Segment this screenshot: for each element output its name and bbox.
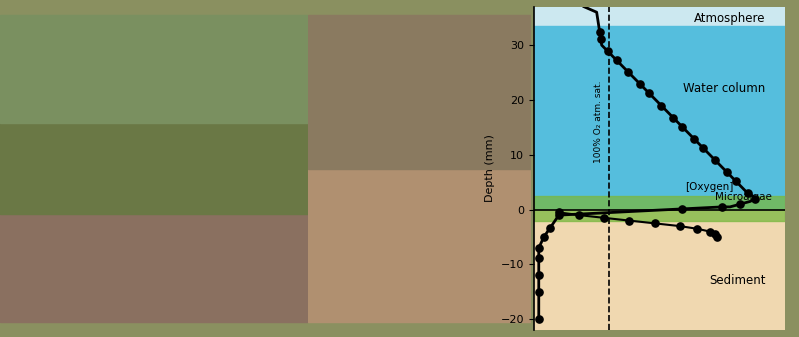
Point xyxy=(711,234,724,240)
Point xyxy=(553,210,566,215)
Point xyxy=(704,229,717,234)
Point xyxy=(544,225,557,230)
Point xyxy=(594,29,606,35)
Point xyxy=(655,103,668,108)
Point xyxy=(729,178,742,184)
Bar xyxy=(534,7,785,26)
Text: Sediment: Sediment xyxy=(709,274,765,287)
Y-axis label: Depth (mm): Depth (mm) xyxy=(485,134,495,203)
Bar xyxy=(534,210,785,330)
Point xyxy=(667,115,680,120)
Bar xyxy=(0,15,308,123)
Point xyxy=(622,70,635,75)
Point xyxy=(709,232,721,237)
Point xyxy=(598,215,610,220)
Point xyxy=(573,212,586,218)
Point xyxy=(643,91,656,96)
Text: Atmosphere: Atmosphere xyxy=(694,12,765,25)
Point xyxy=(733,202,746,207)
Point xyxy=(532,289,545,295)
Point xyxy=(553,212,566,218)
Point xyxy=(709,157,721,163)
Point xyxy=(538,234,551,240)
Text: Water column: Water column xyxy=(683,83,765,95)
Text: [Oxygen]: [Oxygen] xyxy=(685,182,733,192)
Point xyxy=(675,206,688,212)
Bar xyxy=(308,168,531,322)
Bar xyxy=(534,26,785,210)
Point xyxy=(532,316,545,322)
Point xyxy=(594,36,607,41)
Point xyxy=(716,204,729,210)
Point xyxy=(688,136,701,142)
Point xyxy=(648,221,661,226)
Point xyxy=(610,58,623,63)
Bar xyxy=(308,15,531,168)
Point xyxy=(532,245,545,251)
Point xyxy=(532,272,545,278)
Bar xyxy=(0,123,308,214)
Point xyxy=(697,145,710,151)
Point xyxy=(721,169,733,175)
Point xyxy=(674,223,686,229)
Text: Microalgae: Microalgae xyxy=(715,192,772,202)
Text: 100% O₂ atm. sat.: 100% O₂ atm. sat. xyxy=(594,81,603,163)
Point xyxy=(676,124,689,129)
Point xyxy=(602,49,614,54)
Point xyxy=(623,218,636,223)
Bar xyxy=(534,196,785,221)
Point xyxy=(691,226,704,232)
Point xyxy=(532,255,545,261)
Bar xyxy=(0,214,308,322)
Point xyxy=(634,82,647,87)
Point xyxy=(749,196,761,201)
Point xyxy=(741,190,754,196)
